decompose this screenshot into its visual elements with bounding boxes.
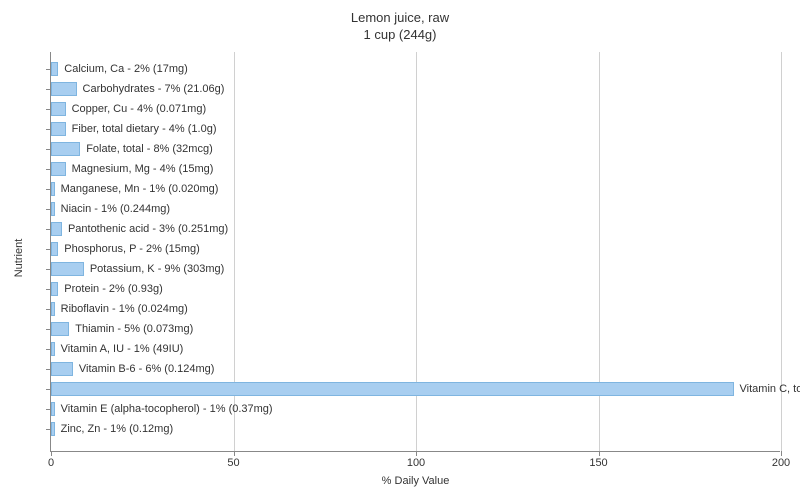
nutrient-label: Vitamin A, IU - 1% (49IU) [61, 342, 184, 356]
nutrient-label: Calcium, Ca - 2% (17mg) [64, 62, 187, 76]
nutrient-bar [51, 262, 84, 276]
nutrient-bar [51, 62, 58, 76]
nutrient-label: Vitamin C, total ascorbic acid - 187% (1… [740, 382, 800, 396]
xtick-label: 0 [48, 457, 54, 469]
nutrient-label: Pantothenic acid - 3% (0.251mg) [68, 222, 228, 236]
nutrient-bar [51, 322, 69, 336]
nutrient-label: Magnesium, Mg - 4% (15mg) [72, 162, 214, 176]
nutrient-chart: Lemon juice, raw 1 cup (244g) Nutrient %… [0, 0, 800, 500]
xtick-label: 100 [407, 457, 425, 469]
nutrient-label: Phosphorus, P - 2% (15mg) [64, 242, 200, 256]
chart-title-line2: 1 cup (244g) [364, 27, 437, 42]
chart-title: Lemon juice, raw 1 cup (244g) [0, 0, 800, 44]
nutrient-bar [51, 362, 73, 376]
nutrient-label: Copper, Cu - 4% (0.071mg) [72, 102, 207, 116]
nutrient-bar [51, 402, 55, 416]
xtick-mark [781, 451, 782, 456]
chart-title-line1: Lemon juice, raw [351, 10, 449, 25]
nutrient-label: Thiamin - 5% (0.073mg) [75, 322, 193, 336]
nutrient-label: Folate, total - 8% (32mcg) [86, 142, 213, 156]
nutrient-bar [51, 162, 66, 176]
nutrient-bar [51, 122, 66, 136]
nutrient-label: Potassium, K - 9% (303mg) [90, 262, 225, 276]
xtick-mark [416, 451, 417, 456]
xtick-mark [51, 451, 52, 456]
xtick-mark [234, 451, 235, 456]
nutrient-bar [51, 422, 55, 436]
nutrient-label: Niacin - 1% (0.244mg) [61, 202, 170, 216]
nutrient-bar [51, 182, 55, 196]
nutrient-bar [51, 282, 58, 296]
nutrient-bar [51, 242, 58, 256]
nutrient-bar [51, 142, 80, 156]
y-axis-label: Nutrient [13, 238, 25, 277]
nutrient-bar [51, 302, 55, 316]
xtick-label: 200 [772, 457, 790, 469]
xtick-mark [599, 451, 600, 456]
nutrient-label: Vitamin E (alpha-tocopherol) - 1% (0.37m… [61, 402, 273, 416]
xtick-label: 150 [589, 457, 607, 469]
nutrient-bar [51, 342, 55, 356]
nutrient-label: Fiber, total dietary - 4% (1.0g) [72, 122, 217, 136]
nutrient-bar [51, 202, 55, 216]
nutrient-bar [51, 382, 734, 396]
nutrient-label: Carbohydrates - 7% (21.06g) [83, 82, 225, 96]
nutrient-label: Zinc, Zn - 1% (0.12mg) [61, 422, 173, 436]
x-axis-label: % Daily Value [382, 475, 450, 487]
nutrient-label: Protein - 2% (0.93g) [64, 282, 162, 296]
nutrient-label: Vitamin B-6 - 6% (0.124mg) [79, 362, 215, 376]
plot-area: Nutrient % Daily Value 050100150200Calci… [50, 52, 780, 452]
xtick-label: 50 [227, 457, 239, 469]
nutrient-label: Riboflavin - 1% (0.024mg) [61, 302, 188, 316]
nutrient-bar [51, 102, 66, 116]
nutrient-label: Manganese, Mn - 1% (0.020mg) [61, 182, 219, 196]
nutrient-bar [51, 82, 77, 96]
nutrient-bar [51, 222, 62, 236]
